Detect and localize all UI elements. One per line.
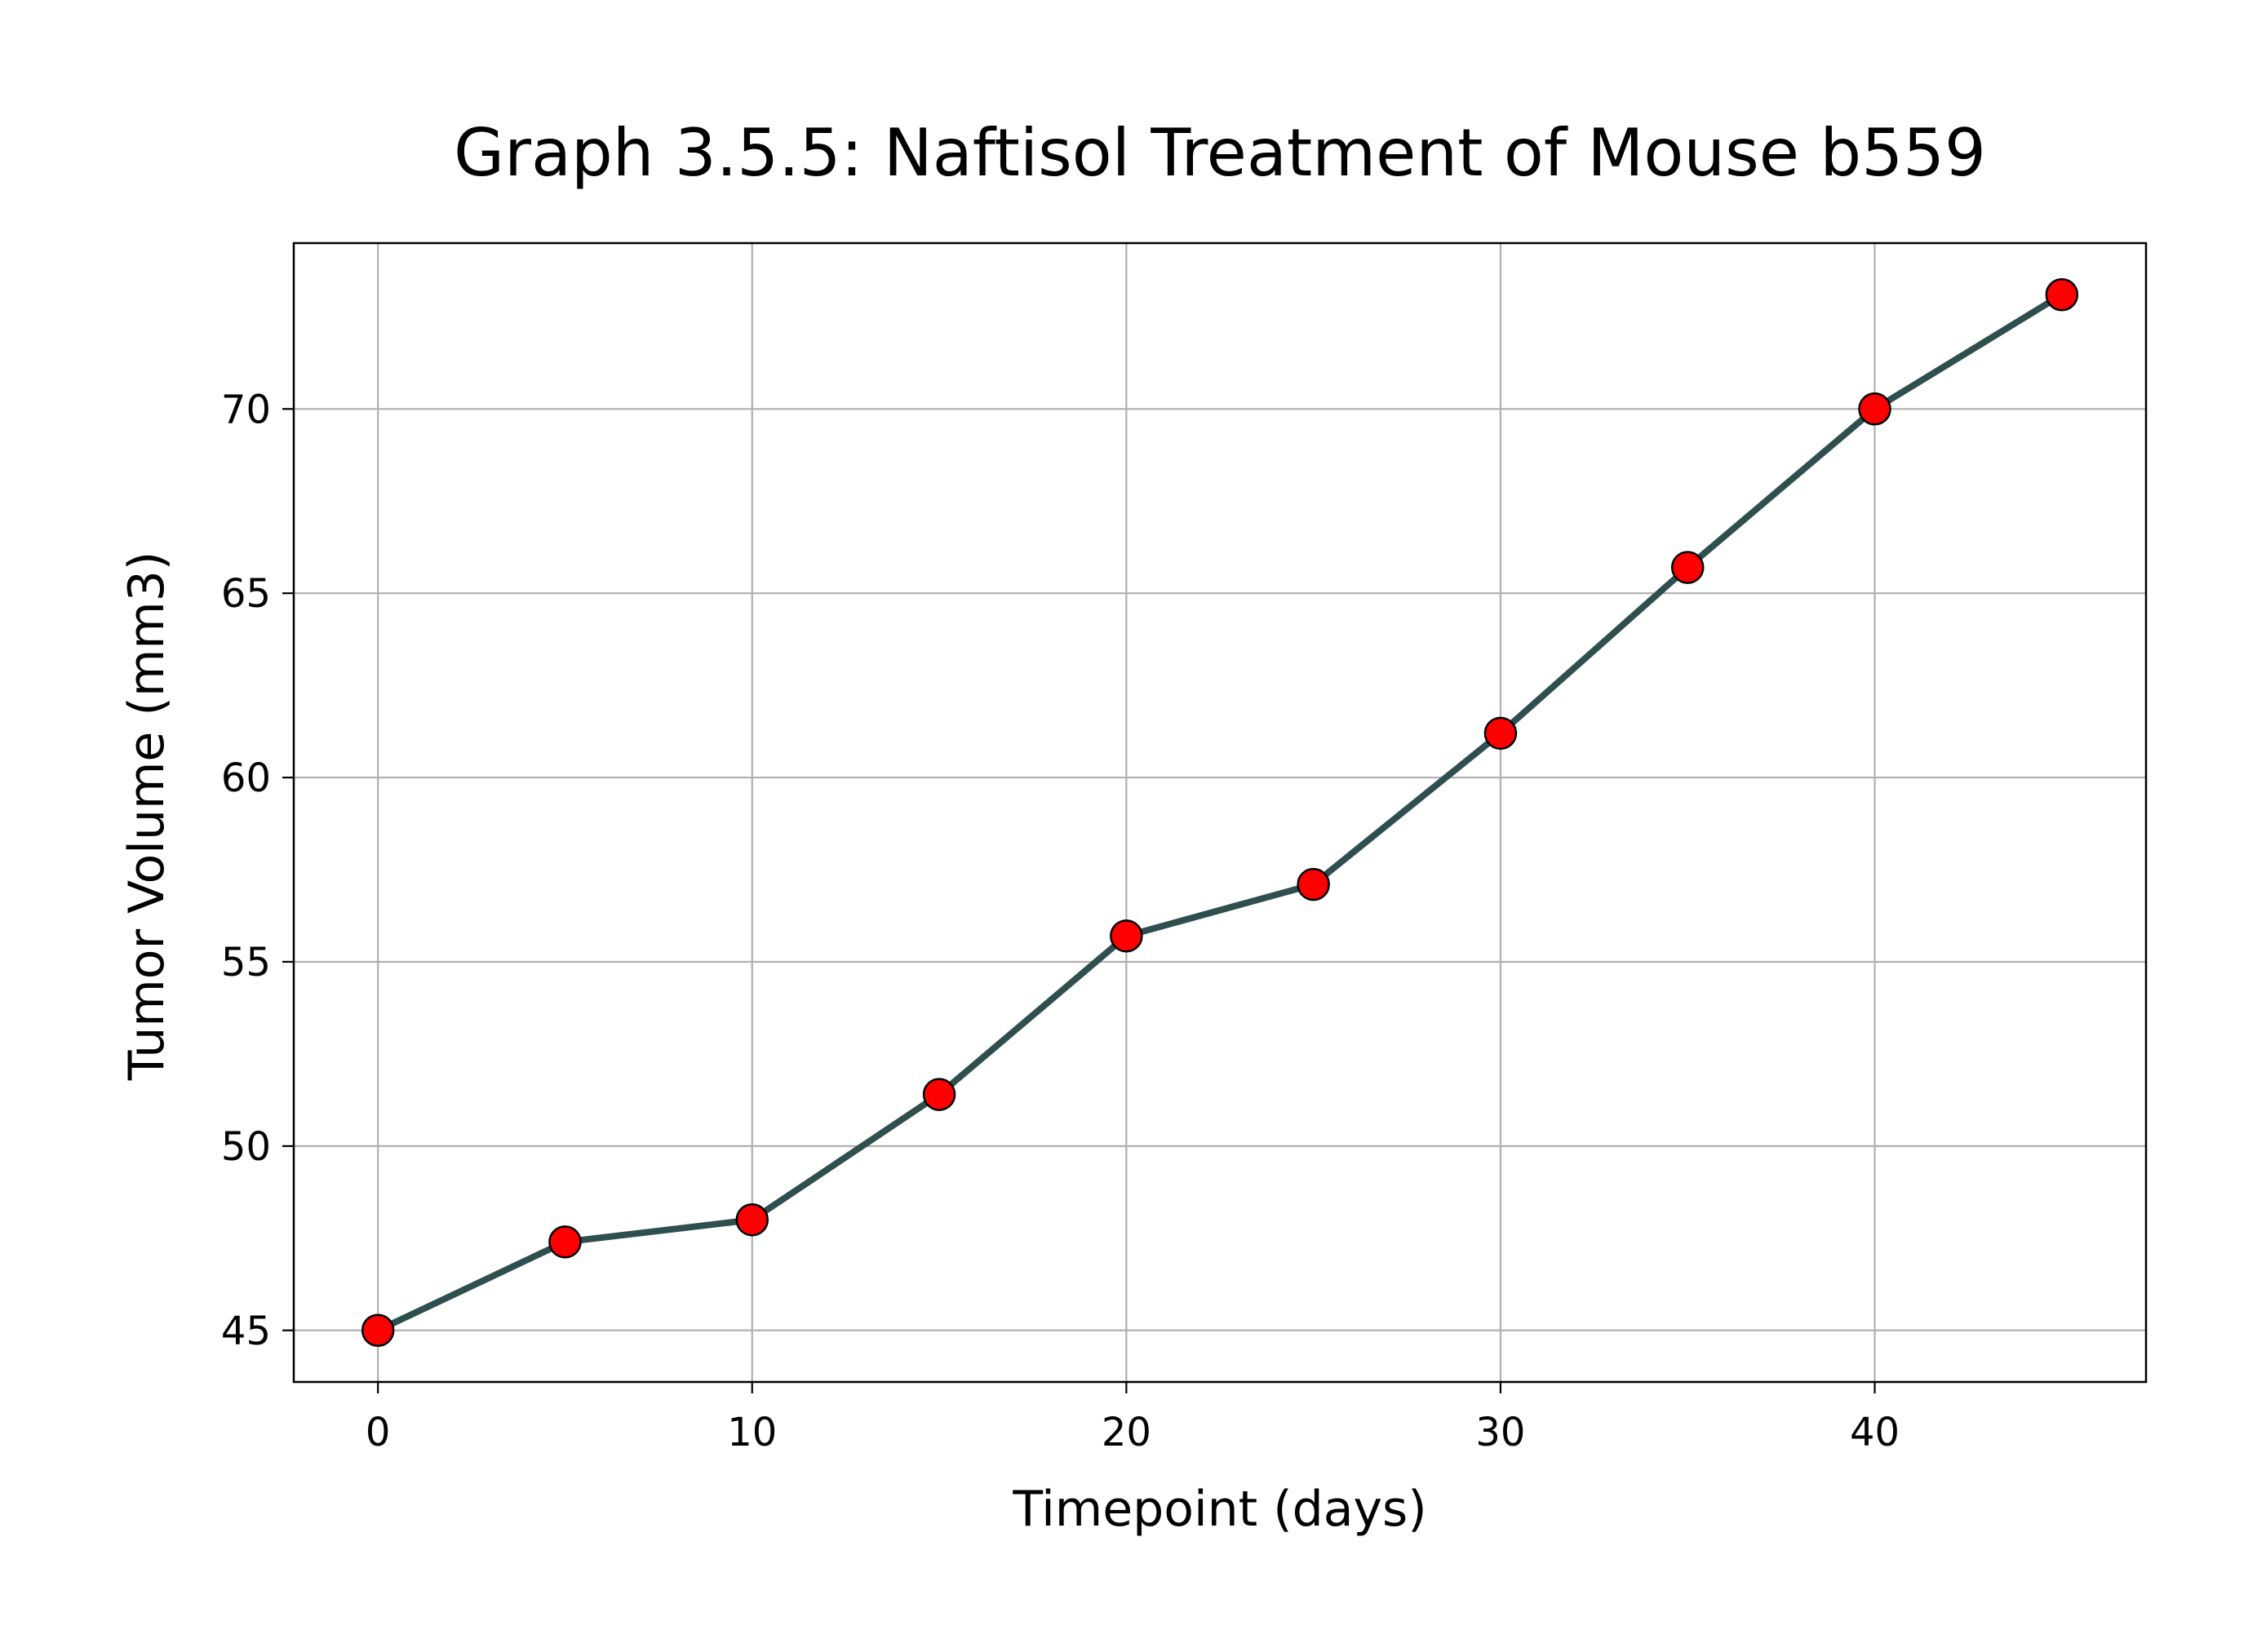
series-line <box>375 291 2065 1334</box>
chart-title: Graph 3.5.5: Naftisol Treatment of Mouse… <box>454 115 1986 191</box>
data-point <box>922 1078 956 1111</box>
data-point <box>735 1202 769 1237</box>
data-point <box>1483 716 1518 751</box>
y-tick-label: 45 <box>221 1309 271 1354</box>
grid-lines <box>294 243 2146 1382</box>
data-point <box>548 1225 582 1259</box>
y-tick-label: 60 <box>221 755 271 801</box>
y-axis-label: Tumor Volume (mm3) <box>118 551 175 1082</box>
x-tick-label: 40 <box>1850 1410 1900 1455</box>
y-tick-label: 70 <box>221 387 271 432</box>
x-tick-label: 20 <box>1102 1410 1151 1455</box>
y-tick-label: 55 <box>221 940 271 985</box>
data-point <box>2045 277 2079 312</box>
x-tick-label: 10 <box>727 1410 777 1455</box>
x-axis-label: Timepoint (days) <box>1012 1481 1426 1538</box>
plot-area-frame <box>292 241 2148 1384</box>
series-layer <box>361 277 2079 1348</box>
y-tick-label: 50 <box>221 1124 271 1170</box>
data-point <box>1110 919 1143 953</box>
data-point <box>1297 867 1330 901</box>
x-tick-label: 30 <box>1475 1410 1525 1455</box>
ticks-layer: 0 10 20 30 40 45 50 55 60 65 70 <box>221 387 1900 1455</box>
y-tick-label: 65 <box>221 571 271 617</box>
x-tick-label: 0 <box>366 1410 391 1455</box>
data-point <box>361 1313 395 1348</box>
data-point <box>1858 392 1891 426</box>
data-point <box>1670 551 1705 584</box>
